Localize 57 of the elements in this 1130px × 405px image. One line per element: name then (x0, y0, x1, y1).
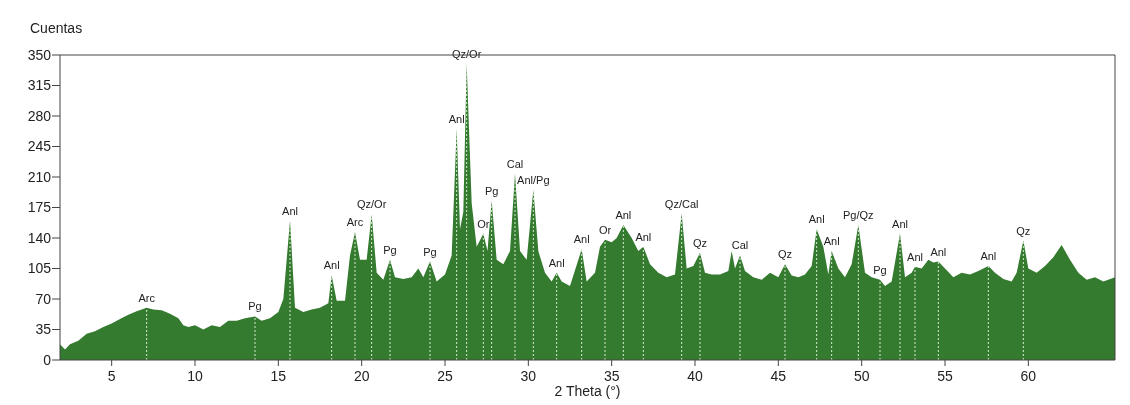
annotation: Pg/Qz (843, 208, 874, 221)
annotation: Anl (907, 250, 923, 263)
annotation: Arc (138, 291, 156, 304)
x-tick-label: 35 (603, 368, 620, 384)
annotation: Anl (823, 235, 840, 248)
annotation: Anl/Pg (517, 174, 550, 187)
annotation: Anl (323, 259, 340, 272)
annotation: Cal (506, 157, 524, 170)
annotation: Anl (808, 213, 825, 226)
y-tick-label: 35 (35, 321, 52, 338)
y-axis-title: Cuentas (30, 20, 83, 36)
annotation: Pg (248, 300, 262, 313)
annotation: Qz/Or (451, 47, 482, 60)
annotation: Qz/Or (356, 198, 387, 211)
x-tick-label: 15 (270, 368, 287, 384)
annotation: Anl (635, 230, 652, 243)
annotation: Pg (484, 184, 499, 197)
annotation: Anl (573, 233, 590, 246)
annotation: Pg (873, 263, 887, 276)
y-tick-label: 350 (27, 46, 52, 63)
annotation: Anl (892, 217, 908, 230)
annotation: Arc (346, 215, 364, 228)
annotation: Qz/Cal (664, 197, 699, 210)
annotation: Anl (548, 256, 565, 269)
annotation: Qz (1016, 224, 1031, 237)
y-tick-label: 315 (27, 77, 52, 94)
x-tick-label: 50 (853, 368, 870, 384)
x-tick-label: 25 (437, 368, 453, 384)
y-tick-label: 70 (35, 290, 52, 307)
annotation: Anl (615, 208, 632, 221)
x-tick-label: 20 (353, 368, 370, 384)
annotation: Anl (282, 204, 298, 217)
annotation: Qz (692, 236, 708, 249)
annotation: Cal (731, 239, 749, 252)
annotation: Or (598, 223, 612, 236)
y-tick-label: 105 (27, 260, 52, 277)
x-tick-label: 55 (937, 368, 953, 384)
x-tick-label: 45 (770, 368, 787, 384)
x-tick-label: 5 (107, 368, 116, 384)
y-tick-label: 210 (27, 168, 52, 185)
y-tick-label: 280 (27, 107, 52, 124)
x-axis-title: 2 Theta (°) (554, 383, 621, 399)
annotation: Or (477, 217, 490, 230)
y-tick-label: 175 (27, 199, 52, 216)
annotation: Anl (980, 249, 997, 262)
annotation: Qz (777, 248, 793, 261)
x-tick-label: 40 (687, 368, 703, 384)
annotation: Pg (383, 243, 397, 256)
x-tick-label: 30 (520, 368, 537, 384)
x-tick-label: 60 (1020, 368, 1037, 384)
annotation: Anl (448, 113, 465, 126)
x-tick-label: 10 (187, 368, 203, 384)
annotation: Anl (930, 245, 947, 258)
annotation: Pg (423, 245, 437, 258)
y-tick-label: 245 (27, 138, 52, 155)
y-tick-label: 140 (27, 229, 52, 246)
y-tick-label: 0 (43, 351, 52, 368)
